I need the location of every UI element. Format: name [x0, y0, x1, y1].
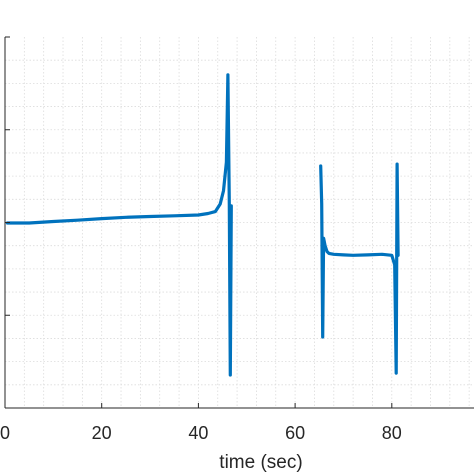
x-tick-label: 60 [285, 423, 305, 443]
x-tick-label: 40 [188, 423, 208, 443]
x-tick-label: 80 [382, 423, 402, 443]
x-tick-label: 0 [0, 423, 10, 443]
x-tick-labels: 0 20 40 60 80 [0, 423, 402, 443]
ticks [4, 36, 393, 409]
series-line [5, 73, 400, 377]
series-segment [319, 162, 400, 375]
x-tick-label: 20 [92, 423, 112, 443]
grid [5, 37, 474, 408]
series-segment [5, 73, 233, 377]
x-axis-label: time (sec) [219, 452, 302, 473]
